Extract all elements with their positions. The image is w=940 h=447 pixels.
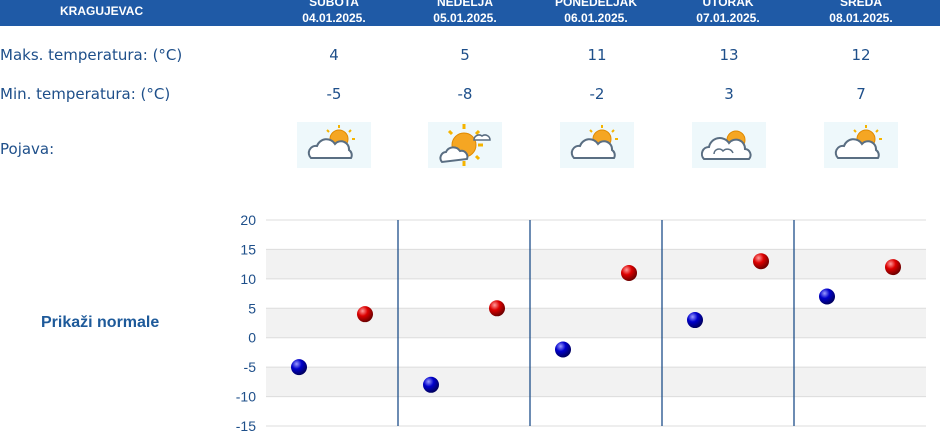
min-temp-point — [291, 359, 307, 376]
max-temp-point — [753, 253, 769, 270]
show-normals-link[interactable]: Prikaži normale — [41, 314, 160, 331]
max-temp-value: 11 — [587, 46, 607, 64]
cloudy-sun-icon — [692, 122, 766, 168]
max-temp-value: 12 — [851, 46, 871, 64]
max-temp-point — [885, 259, 901, 276]
partly-cloudy-icon — [824, 122, 898, 168]
max-temp-point — [357, 306, 373, 323]
y-tick-label: 5 — [248, 300, 256, 316]
day-name: SREDA — [839, 0, 882, 9]
min-temperature-label: Min. temperatura: (°C) — [0, 85, 171, 103]
day-header-4: UTORAK 07.01.2025. — [673, 0, 783, 26]
city-name: KRAGUJEVAC — [60, 4, 144, 18]
grid-band — [266, 367, 926, 397]
y-tick-label: 10 — [240, 271, 256, 287]
min-temp-point — [687, 312, 703, 329]
partly-cloudy-icon — [297, 122, 371, 168]
forecast-header: KRAGUJEVAC SUBOTA 04.01.2025. NEDELJA 05… — [0, 0, 940, 26]
sunny-with-cloud-icon — [428, 122, 502, 168]
y-tick-label: 20 — [240, 212, 256, 228]
grid-band — [266, 249, 926, 279]
max-temperature-label: Maks. temperatura: (°C) — [0, 46, 183, 64]
day-date: 06.01.2025. — [564, 11, 628, 25]
day-name: UTORAK — [702, 0, 754, 9]
day-header-2: NEDELJA 05.01.2025. — [410, 0, 520, 26]
min-temp-value: -5 — [326, 85, 342, 103]
min-temp-value: 7 — [856, 85, 866, 103]
day-date: 04.01.2025. — [302, 11, 366, 25]
day-header-5: SREDA 08.01.2025. — [806, 0, 916, 26]
day-header-3: PONEDELJAK 06.01.2025. — [541, 0, 651, 26]
y-tick-label: -10 — [236, 389, 256, 405]
day-name: NEDELJA — [436, 0, 493, 9]
day-name: PONEDELJAK — [554, 0, 637, 9]
max-temp-value: 13 — [719, 46, 739, 64]
min-temp-point — [555, 341, 571, 358]
max-temp-value: 4 — [329, 46, 339, 64]
day-date: 07.01.2025. — [696, 11, 760, 25]
day-name: SUBOTA — [309, 0, 359, 9]
grid-band — [266, 308, 926, 338]
min-temp-point — [819, 288, 835, 305]
y-tick-label: -15 — [236, 418, 256, 434]
min-temp-point — [423, 376, 439, 393]
day-header-1: SUBOTA 04.01.2025. — [279, 0, 389, 26]
phenomenon-label: Pojava: — [0, 140, 55, 158]
max-temp-point — [489, 300, 505, 317]
y-tick-label: -5 — [244, 359, 257, 375]
min-temp-value: -2 — [589, 85, 605, 103]
y-tick-label: 15 — [240, 241, 256, 257]
max-temp-point — [621, 264, 637, 281]
max-temp-value: 5 — [460, 46, 470, 64]
min-temp-value: 3 — [724, 85, 734, 103]
day-date: 05.01.2025. — [433, 11, 497, 25]
y-tick-label: 0 — [248, 330, 256, 346]
partly-cloudy-icon — [560, 122, 634, 168]
day-date: 08.01.2025. — [829, 11, 893, 25]
min-temp-value: -8 — [457, 85, 473, 103]
